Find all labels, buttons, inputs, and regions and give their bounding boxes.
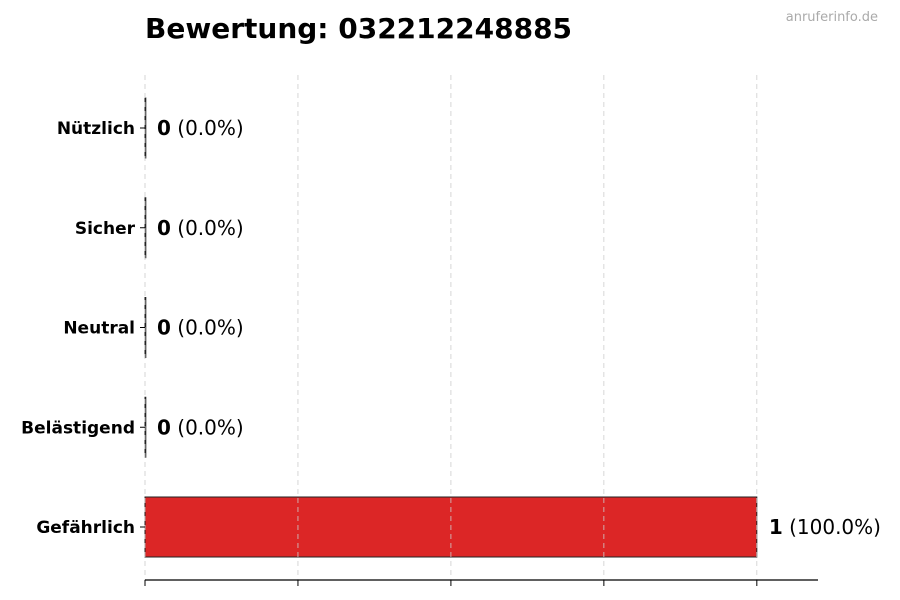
chart-title: Bewertung: 032212248885 bbox=[145, 12, 573, 45]
data-label: 0 (0.0%) bbox=[157, 316, 244, 340]
category-label: Nützlich bbox=[57, 119, 135, 139]
watermark: anruferinfo.de bbox=[785, 10, 878, 25]
category-label: Sicher bbox=[75, 219, 136, 239]
data-label-count: 1 bbox=[769, 515, 783, 539]
data-label-count: 0 bbox=[157, 216, 171, 240]
data-label: 0 (0.0%) bbox=[157, 415, 244, 439]
data-label-percent: (0.0%) bbox=[171, 216, 244, 240]
data-label: 0 (0.0%) bbox=[157, 216, 244, 240]
category-label: Gefährlich bbox=[36, 518, 135, 538]
data-label: 1 (100.0%) bbox=[769, 515, 881, 539]
data-label: 0 (0.0%) bbox=[157, 116, 244, 140]
data-label-percent: (0.0%) bbox=[171, 116, 244, 140]
category-label: Neutral bbox=[63, 319, 135, 339]
data-label-count: 0 bbox=[157, 415, 171, 439]
data-label-percent: (100.0%) bbox=[783, 515, 881, 539]
data-label-count: 0 bbox=[157, 116, 171, 140]
data-label-percent: (0.0%) bbox=[171, 415, 244, 439]
data-label-count: 0 bbox=[157, 316, 171, 340]
data-label-percent: (0.0%) bbox=[171, 316, 244, 340]
category-label: Belästigend bbox=[21, 418, 135, 438]
